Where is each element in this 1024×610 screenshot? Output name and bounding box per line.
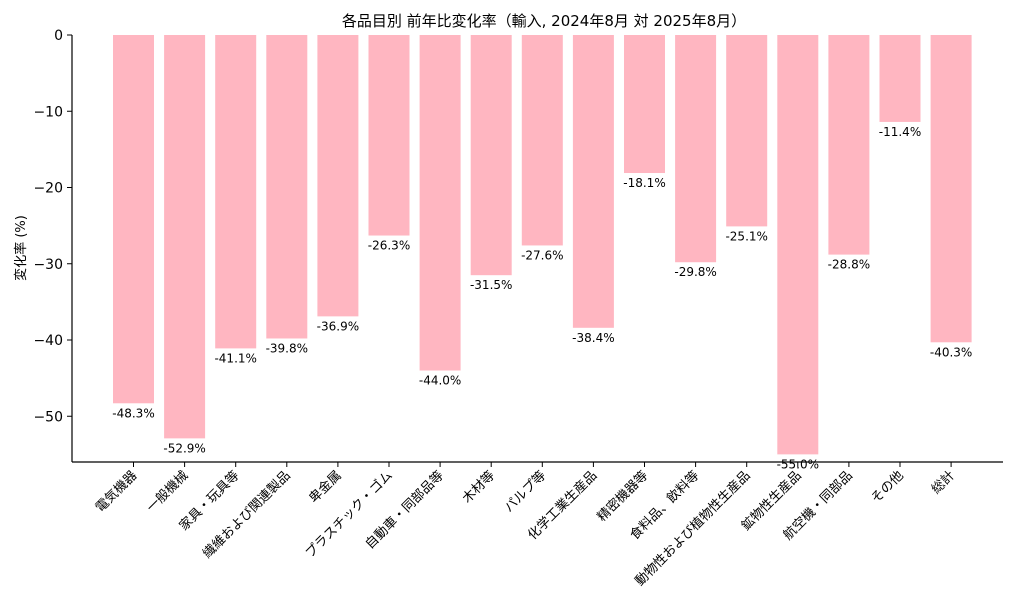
bar xyxy=(572,35,614,328)
data-label: -26.3% xyxy=(368,239,410,253)
bar xyxy=(675,35,717,263)
data-label: -29.8% xyxy=(674,265,716,279)
data-label: -52.9% xyxy=(163,441,205,455)
y-tick-label: −50 xyxy=(33,409,63,425)
bar xyxy=(113,35,154,404)
y-axis-label: 変化率 (%) xyxy=(13,215,29,281)
bars-layer xyxy=(113,35,972,455)
data-label: -36.9% xyxy=(317,319,359,333)
data-label: -25.1% xyxy=(725,229,767,243)
bar xyxy=(726,35,768,227)
bar xyxy=(215,35,257,349)
bar xyxy=(368,35,410,236)
data-label: -44.0% xyxy=(419,374,461,388)
x-tick-label: 繊維および関連製品 xyxy=(200,468,294,562)
x-tick-label: 総計 xyxy=(928,468,958,498)
bar xyxy=(930,35,972,343)
data-label: -39.8% xyxy=(266,341,308,355)
bar xyxy=(470,35,512,276)
y-tick-label: 0 xyxy=(54,28,63,44)
y-tick-label: −40 xyxy=(33,333,63,349)
x-tick-label: プラスチック・ゴム xyxy=(302,468,396,562)
x-tick-label: その他 xyxy=(869,468,907,506)
bar xyxy=(521,35,563,246)
bar xyxy=(164,35,206,439)
data-label: -27.6% xyxy=(521,248,563,262)
x-tick-label: 卑金属 xyxy=(306,468,345,507)
y-tick-label: −10 xyxy=(33,104,63,120)
y-axis: 0 −10 −20 −30 −40 −50 xyxy=(33,28,73,462)
bar xyxy=(624,35,665,174)
x-tick-label: パルプ等 xyxy=(501,468,549,516)
bar xyxy=(419,35,461,371)
data-label: -11.4% xyxy=(879,125,921,139)
data-label: -40.3% xyxy=(930,345,972,359)
data-label: -28.8% xyxy=(828,258,870,272)
chart-title: 各品目別 前年比変化率（輸入, 2024年8月 対 2025年8月） xyxy=(342,12,746,30)
bar xyxy=(828,35,870,255)
y-tick-label: −30 xyxy=(33,257,63,273)
data-label: -38.4% xyxy=(572,331,614,345)
bar xyxy=(266,35,308,339)
x-tick-label: 一般機械 xyxy=(143,468,191,516)
bar xyxy=(317,35,359,317)
x-tick-label: 電気機器 xyxy=(92,468,140,516)
y-tick-label: −20 xyxy=(33,181,63,197)
x-tick-label: 木材等 xyxy=(459,468,498,507)
bar xyxy=(777,35,819,455)
data-label: -31.5% xyxy=(470,278,512,292)
bar xyxy=(879,35,921,122)
data-label: -48.3% xyxy=(112,406,154,420)
data-label: -41.1% xyxy=(214,351,256,365)
data-label: -18.1% xyxy=(623,176,665,190)
